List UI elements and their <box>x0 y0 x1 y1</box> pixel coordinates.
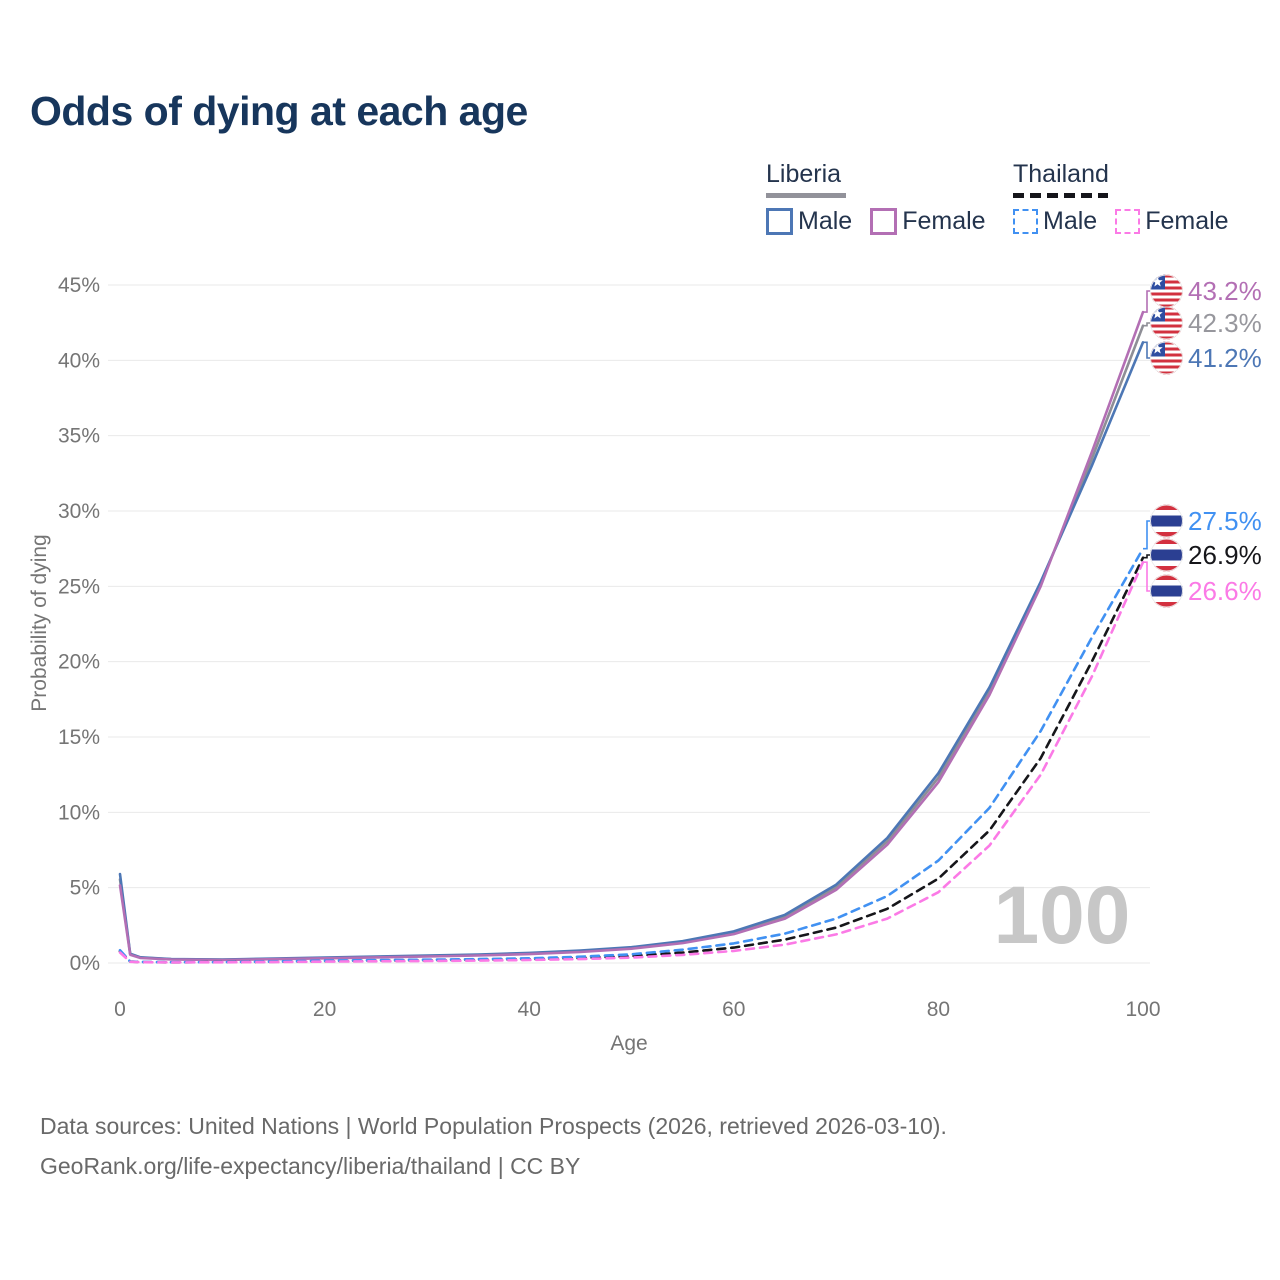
y-tick-label: 25% <box>58 575 100 598</box>
y-tick-label: 40% <box>58 349 100 372</box>
thailand-male-swatch-icon <box>1013 209 1038 234</box>
legend-country-label-thailand: Thailand <box>1013 160 1109 188</box>
liberia-flag-icon <box>1150 307 1183 340</box>
end-label-thailand_female: 26.6% <box>1188 576 1262 606</box>
thailand-flag-icon <box>1150 505 1183 538</box>
thailand-flag-icon <box>1150 575 1183 608</box>
end-label-liberia_both: 42.3% <box>1188 308 1262 338</box>
end-label-connector-liberia_female <box>1143 290 1151 313</box>
series-line-thailand_male <box>118 547 1145 964</box>
end-label-thailand_both: 26.9% <box>1188 540 1262 570</box>
end-label-liberia_female: 43.2% <box>1188 276 1262 306</box>
legend-country-label-liberia: Liberia <box>766 160 842 188</box>
legend-item-label: Female <box>902 207 986 235</box>
x-tick-label: 60 <box>722 998 745 1021</box>
end-label-connector-thailand_male <box>1143 520 1151 550</box>
page-title: Odds of dying at each age <box>30 88 528 134</box>
series-line-liberia_both <box>118 324 1145 962</box>
end-label-thailand_male: 27.5% <box>1188 506 1262 536</box>
y-tick-label: 20% <box>58 651 100 674</box>
legend-item-thailand-male[interactable]: Male <box>1013 207 1097 236</box>
series-line-thailand_both <box>118 556 1145 964</box>
y-tick-label: 0% <box>70 952 100 975</box>
liberia-male-swatch-icon <box>766 208 793 235</box>
end-label-connector-thailand_female <box>1143 561 1151 592</box>
legend-item-label: Male <box>798 207 853 235</box>
y-tick-label: 5% <box>70 877 100 900</box>
end-label-liberia_male: 41.2% <box>1188 343 1262 373</box>
x-tick-label: 20 <box>313 998 336 1021</box>
x-axis-title: Age <box>610 1032 647 1055</box>
liberia-flag-icon <box>1150 275 1183 308</box>
end-label-connector-liberia_male <box>1143 341 1151 359</box>
thailand-flag-icon <box>1150 539 1183 572</box>
legend-item-liberia-male[interactable]: Male <box>766 207 852 236</box>
series-line-liberia_female <box>118 310 1145 962</box>
y-tick-label: 15% <box>58 726 100 749</box>
end-label-connector-liberia_both <box>1143 322 1151 327</box>
liberia-solid-line-key-icon <box>766 193 846 198</box>
liberia-female-swatch-icon <box>870 208 898 235</box>
legend-group-thailand: Thailand Male Female <box>1013 160 1247 236</box>
end-label-connector-thailand_both <box>1143 554 1151 559</box>
y-axis-title: Probability of dying <box>28 534 51 711</box>
x-tick-label: 0 <box>114 998 126 1021</box>
legend-item-liberia-female[interactable]: Female <box>870 207 986 236</box>
x-tick-label: 100 <box>1125 998 1160 1021</box>
source-line-2: GeoRank.org/life-expectancy/liberia/thai… <box>40 1153 581 1179</box>
legend-group-liberia: Liberia Male Female <box>766 160 1004 236</box>
x-tick-label: 80 <box>927 998 950 1021</box>
y-tick-label: 45% <box>58 274 100 297</box>
legend-item-label: Male <box>1043 207 1098 235</box>
source-line-1: Data sources: United Nations | World Pop… <box>40 1113 947 1139</box>
thailand-female-swatch-icon <box>1115 209 1141 234</box>
liberia-flag-icon <box>1150 342 1183 375</box>
y-tick-label: 35% <box>58 425 100 448</box>
thailand-dashed-line-key-icon <box>1013 193 1108 198</box>
series-line-thailand_female <box>118 560 1145 964</box>
y-tick-label: 30% <box>58 500 100 523</box>
x-tick-label: 40 <box>518 998 541 1021</box>
legend-item-thailand-female[interactable]: Female <box>1115 207 1229 236</box>
series-line-liberia_male <box>118 340 1145 961</box>
chart-canvas: 0% 5% 10% 15% 20% 25% 30% 35% 40% 45% 0 20 40 60 80 100… <box>28 274 1262 1055</box>
source-note: Data sources: United Nations | World Pop… <box>40 1106 947 1186</box>
y-tick-label: 10% <box>58 801 100 824</box>
legend-item-label: Female <box>1145 207 1229 235</box>
watermark-age-label: 100 <box>994 870 1131 961</box>
legend: Liberia Male Female Thailand Male Female <box>0 160 1280 250</box>
